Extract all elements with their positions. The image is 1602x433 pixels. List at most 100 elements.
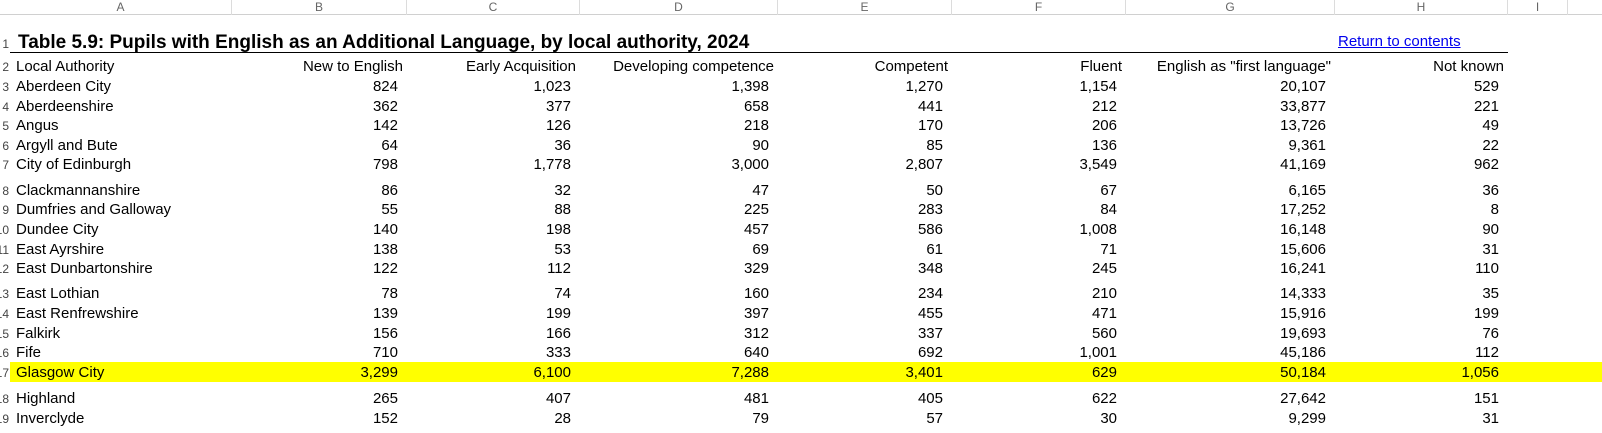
row-label: East Lothian xyxy=(16,285,100,302)
table-cell: 212 xyxy=(1091,98,1117,115)
table-cell: 560 xyxy=(1091,325,1117,342)
table-cell: 14,333 xyxy=(1280,285,1326,302)
table-cell: 90 xyxy=(1482,221,1499,238)
row-number: 17 xyxy=(0,366,9,380)
column-letter: E xyxy=(778,0,952,15)
row-label: East Dunbartonshire xyxy=(16,260,153,277)
table-cell: 76 xyxy=(1482,325,1499,342)
column-letter: G xyxy=(1126,0,1335,15)
row-label: Dundee City xyxy=(16,221,99,238)
table-cell: 78 xyxy=(381,285,398,302)
table-cell: 1,154 xyxy=(1079,78,1117,95)
table-cell: 798 xyxy=(372,156,398,173)
table-cell: 15,916 xyxy=(1280,305,1326,322)
row-number: 12 xyxy=(0,262,9,276)
table-cell: 74 xyxy=(554,285,571,302)
table-cell: 32 xyxy=(554,182,571,199)
row-number: 19 xyxy=(0,412,9,426)
row-number: 2 xyxy=(2,60,9,74)
table-cell: 457 xyxy=(743,221,769,238)
table-cell: 16,148 xyxy=(1280,221,1326,238)
row-label: Fife xyxy=(16,344,42,361)
table-cell: 35 xyxy=(1482,285,1499,302)
column-letter: B xyxy=(232,0,407,15)
table-cell: 126 xyxy=(545,117,571,134)
row-number: 15 xyxy=(0,327,9,341)
table-cell: 110 xyxy=(1475,260,1499,277)
table-cell: 156 xyxy=(372,325,398,342)
table-cell: 140 xyxy=(372,221,398,238)
table-cell: 198 xyxy=(545,221,571,238)
table-cell: 50 xyxy=(926,182,943,199)
table-cell: 170 xyxy=(917,117,943,134)
table-cell: 31 xyxy=(1482,410,1499,427)
row-label: Aberdeenshire xyxy=(16,98,114,115)
table-cell: 1,778 xyxy=(533,156,571,173)
table-cell: 9,299 xyxy=(1288,410,1326,427)
table-cell: 337 xyxy=(917,325,943,342)
table-cell: 20,107 xyxy=(1280,78,1326,95)
table-cell: 640 xyxy=(743,344,769,361)
table-cell: 245 xyxy=(1091,260,1117,277)
table-cell: 138 xyxy=(372,241,398,258)
table-cell: 67 xyxy=(1100,182,1117,199)
table-cell: 136 xyxy=(1091,137,1117,154)
table-cell: 3,401 xyxy=(905,364,943,381)
row-number: 7 xyxy=(2,158,9,172)
row-label: Glasgow City xyxy=(16,364,105,381)
table-cell: 36 xyxy=(554,137,571,154)
table-cell: 692 xyxy=(917,344,943,361)
table-cell: 57 xyxy=(926,410,943,427)
table-cell: 6,165 xyxy=(1288,182,1326,199)
table-cell: 160 xyxy=(743,285,769,302)
table-cell: 166 xyxy=(545,325,571,342)
table-cell: 1,023 xyxy=(533,78,571,95)
table-cell: 3,000 xyxy=(731,156,769,173)
table-cell: 283 xyxy=(917,201,943,218)
row-number: 16 xyxy=(0,346,9,360)
table-cell: 234 xyxy=(917,285,943,302)
column-header: Fluent xyxy=(1080,58,1122,75)
table-cell: 362 xyxy=(372,98,398,115)
row-number: 13 xyxy=(0,287,9,301)
table-cell: 225 xyxy=(743,201,769,218)
table-cell: 53 xyxy=(554,241,571,258)
table-cell: 481 xyxy=(743,390,769,407)
table-cell: 15,606 xyxy=(1280,241,1326,258)
column-letter: F xyxy=(952,0,1126,15)
table-cell: 586 xyxy=(917,221,943,238)
table-cell: 333 xyxy=(545,344,571,361)
table-cell: 455 xyxy=(917,305,943,322)
table-cell: 122 xyxy=(372,260,398,277)
table-cell: 69 xyxy=(752,241,769,258)
table-cell: 90 xyxy=(752,137,769,154)
table-cell: 3,549 xyxy=(1079,156,1117,173)
column-header: Local Authority xyxy=(16,58,115,75)
table-cell: 55 xyxy=(381,201,398,218)
column-header: Developing competence xyxy=(613,58,774,75)
table-cell: 8 xyxy=(1490,201,1499,218)
title-underline xyxy=(10,52,1508,53)
table-cell: 36 xyxy=(1482,182,1499,199)
table-title: Table 5.9: Pupils with English as an Add… xyxy=(18,32,750,53)
table-cell: 710 xyxy=(372,344,398,361)
table-cell: 405 xyxy=(917,390,943,407)
column-letter: A xyxy=(10,0,232,15)
table-cell: 1,056 xyxy=(1461,364,1499,381)
table-cell: 962 xyxy=(1473,156,1499,173)
table-cell: 84 xyxy=(1100,201,1117,218)
row-number: 5 xyxy=(2,119,9,133)
table-cell: 622 xyxy=(1091,390,1117,407)
table-cell: 1,001 xyxy=(1079,344,1117,361)
table-cell: 218 xyxy=(743,117,769,134)
table-cell: 210 xyxy=(1091,285,1117,302)
row-label: East Renfrewshire xyxy=(16,305,139,322)
table-cell: 16,241 xyxy=(1280,260,1326,277)
table-cell: 658 xyxy=(743,98,769,115)
table-cell: 199 xyxy=(545,305,571,322)
return-link[interactable]: Return to contents xyxy=(1338,33,1461,50)
table-cell: 441 xyxy=(917,98,943,115)
table-cell: 49 xyxy=(1482,117,1499,134)
table-cell: 30 xyxy=(1100,410,1117,427)
